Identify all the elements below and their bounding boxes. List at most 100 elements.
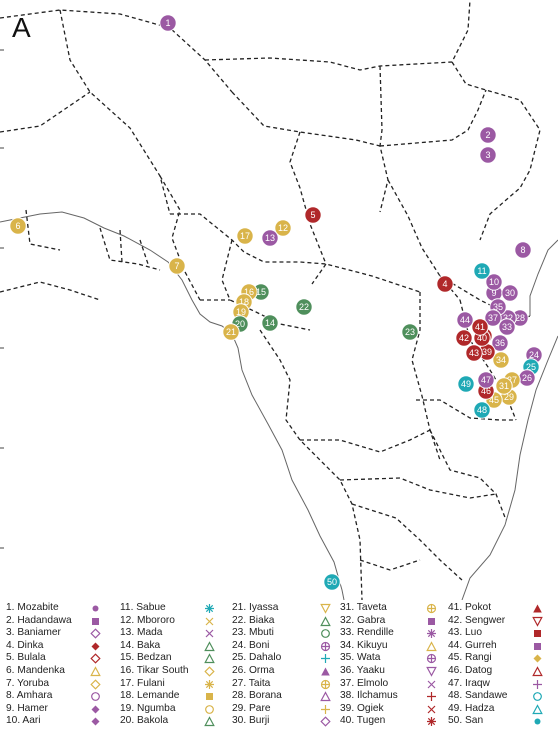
legend-item: 27. Taita (232, 678, 340, 691)
map-marker-dot (9, 217, 27, 235)
map-marker-dot (473, 401, 491, 419)
legend-column: 41. Pokot 42. Sengwer 43. Luo 44. Gurreh 45.… (448, 602, 554, 728)
map-marker-50: 50 (323, 573, 341, 591)
legend-item: 7. Yoruba (6, 678, 120, 691)
legend-item: 45. Rangi (448, 652, 554, 665)
legend-item-label: 2. Hadandawa (6, 614, 72, 626)
legend-symbol-triangle-open-icon (320, 615, 331, 627)
legend-item-label: 42. Sengwer (448, 614, 506, 626)
legend-item: 21. Iyassa (232, 602, 340, 615)
legend-item-label: 39. Ogiek (340, 702, 384, 714)
map-marker-22: 22 (295, 298, 313, 316)
map-marker-36: 36 (491, 334, 509, 352)
legend-item-label: 40. Tugen (340, 715, 386, 727)
map-marker-33: 33 (498, 318, 516, 336)
map-marker-8: 8 (514, 241, 532, 259)
map-marker-label: 47 (481, 375, 491, 385)
map-marker-31: 31 (495, 377, 513, 395)
legend-item-label: 14. Baka (120, 639, 161, 651)
legend-symbol-triangle-open-icon (532, 666, 543, 677)
map-marker-42: 42 (455, 329, 473, 347)
legend-item-label: 11. Sabue (120, 602, 166, 613)
legend-item: 1. Mozabite (6, 602, 120, 615)
legend-item-label: 10. Aari (6, 715, 41, 727)
legend-symbol-circle-open-icon (90, 691, 101, 702)
legend-item: 20. Bakola (120, 715, 232, 728)
legend-item-label: 35. Wata (340, 652, 381, 664)
legend-symbol-triangle-open-icon (426, 641, 437, 652)
legend-item-label: 1. Mozabite (6, 602, 59, 613)
legend-symbol-circle-plus-icon (320, 641, 331, 652)
legend-symbol-diamond-open-icon (320, 716, 331, 727)
legend-item-label: 46. Datog (448, 664, 493, 676)
legend-item: 11. Sabue (120, 602, 232, 615)
map-marker-label: 44 (460, 315, 470, 325)
legend-item-label: 5. Bulala (6, 652, 46, 664)
map-marker-label: 43 (469, 348, 479, 358)
map-marker-48: 48 (473, 401, 491, 419)
map-marker-label: 42 (459, 333, 469, 343)
legend-item: 4. Dinka (6, 640, 120, 653)
legend-item: 29. Pare (232, 703, 340, 716)
legend-item: 6. Mandenka (6, 665, 120, 678)
map-marker-label: 4 (442, 279, 447, 289)
map-marker-label: 12 (278, 223, 288, 233)
map-marker-label: 15 (256, 287, 266, 297)
legend-symbol-plus-icon (320, 653, 331, 664)
legend-item-label: 49. Hadza (448, 702, 495, 714)
legend-item: 32. Gabra (340, 615, 448, 628)
map-marker-label: 22 (299, 302, 309, 312)
map-marker-34: 34 (492, 351, 510, 369)
legend-item: 34. Kikuyu (340, 640, 448, 653)
map-marker-21: 21 (222, 323, 240, 341)
legend-item-label: 20. Bakola (120, 715, 169, 727)
legend-item: 42. Sengwer (448, 615, 554, 628)
legend-item-label: 12. Mbororo (120, 614, 175, 626)
map-marker-label: 45 (489, 395, 499, 405)
legend-item: 35. Wata (340, 652, 448, 665)
map-marker-label: 16 (244, 287, 254, 297)
legend-symbol-x-icon (426, 704, 437, 715)
legend-symbol-triangle-open-icon (532, 703, 543, 715)
legend-item-label: 47. Iraqw (448, 677, 490, 689)
map-marker-dot (168, 257, 186, 275)
legend-symbol-plus-icon (532, 679, 543, 690)
legend-item-label: 43. Luo (448, 627, 482, 639)
map-marker-label: 41 (475, 322, 485, 332)
legend-symbol-asterisk-icon (204, 603, 215, 614)
legend-item: 44. Gurreh (448, 640, 554, 653)
legend-column: 1. Mozabite 2. Hadandawa 3. Baniamer 4. Din… (6, 602, 120, 728)
legend-item-label: 24. Boni (232, 639, 270, 651)
legend-symbol-dot-icon (532, 716, 543, 727)
map-marker-dot (436, 275, 454, 293)
map-marker-label: 17 (240, 231, 250, 241)
map-marker-dot (485, 273, 503, 291)
map-marker-11: 11 (473, 262, 491, 280)
legend-item-label: 48. Sandawe (448, 690, 508, 702)
map-marker-13: 13 (261, 229, 279, 247)
legend-symbol-diamond-open-icon (204, 666, 215, 677)
map-marker-dot (479, 126, 497, 144)
legend-symbol-triangle-icon (532, 603, 543, 614)
map-marker-7: 7 (168, 257, 186, 275)
map-marker-label: 33 (502, 322, 512, 332)
legend-item: 17. Fulani (120, 678, 232, 691)
map-marker-dot (491, 334, 509, 352)
legend-item: 23. Mbuti (232, 627, 340, 640)
map-marker-label: 23 (405, 327, 415, 337)
legend-symbol-x-icon (426, 679, 437, 690)
map-marker-dot (501, 284, 519, 302)
map-marker-dot (457, 375, 475, 393)
map-marker-5: 5 (304, 206, 322, 224)
map-marker-dot (484, 309, 502, 327)
legend-item: 47. Iraqw (448, 678, 554, 691)
legend-item-label: 16. Tikar South (120, 664, 189, 676)
panel-label: A (12, 12, 31, 43)
legend-item: 49. Hadza (448, 703, 554, 716)
map-marker-label: 2 (485, 130, 490, 140)
legend-item-label: 9. Hamer (6, 702, 48, 714)
legend-item: 22. Biaka (232, 615, 340, 628)
map-marker-label: 14 (265, 318, 275, 328)
map-marker-label: 1 (165, 18, 170, 28)
legend-symbol-triangle-open-icon (204, 716, 215, 727)
